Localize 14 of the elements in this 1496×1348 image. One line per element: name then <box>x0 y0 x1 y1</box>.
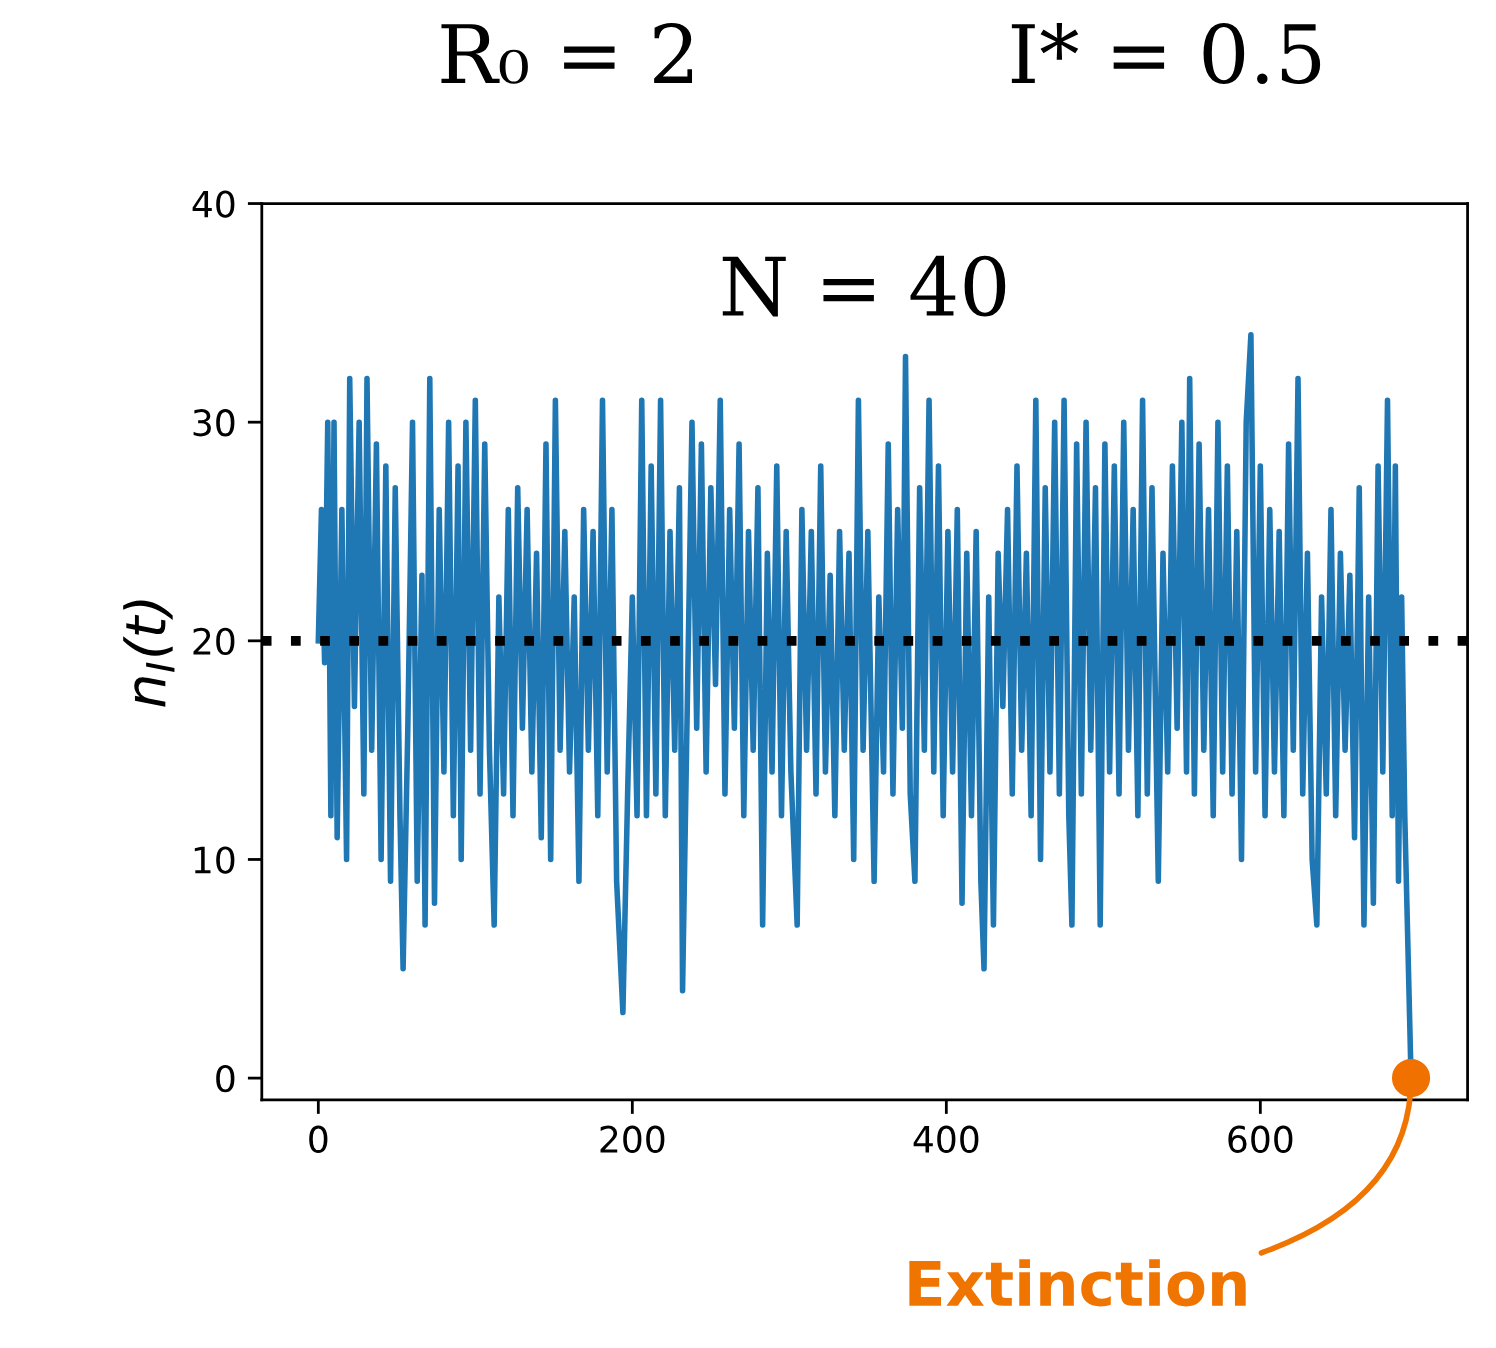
x-tick-label: 0 <box>309 1125 328 1153</box>
y-tick-label: 0 <box>216 1065 235 1093</box>
y-axis-title: n$_{I}$(t) <box>123 600 175 707</box>
x-tick-label: 200 <box>600 1125 665 1153</box>
annotation: Extinction <box>909 1259 1246 1307</box>
y-tick-label: 10 <box>194 846 235 874</box>
x-tick-label: 600 <box>1228 1125 1293 1153</box>
x-tick-label: 400 <box>913 1125 979 1153</box>
y-tick-label: 20 <box>193 627 235 656</box>
y-tick-label: 30 <box>193 409 235 437</box>
text: I* = 0.5 <box>1011 23 1321 85</box>
y-tick-label: 40 <box>192 190 235 218</box>
text: R₀ = 2 <box>441 23 693 84</box>
annotation: N = 40 <box>722 255 1006 317</box>
